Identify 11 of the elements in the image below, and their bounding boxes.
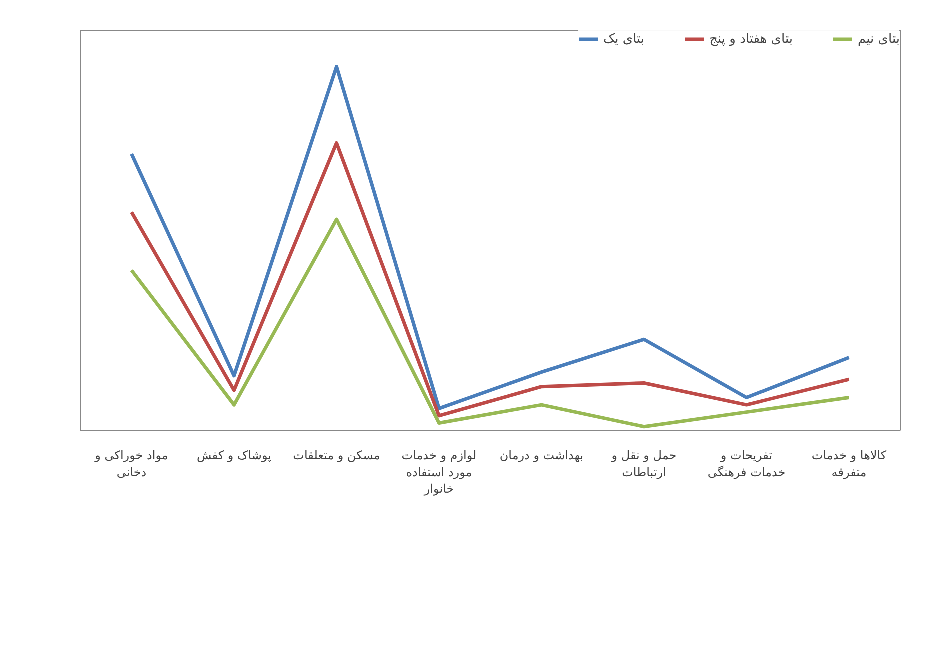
x-tick-label: مسکن و متعلقات <box>293 448 380 462</box>
legend-label: بتای هفتاد و پنج <box>710 30 793 48</box>
x-tick-label: حمل و نقل و ارتباطات <box>610 448 677 480</box>
x-tick-label: کالاها و خدمات متفرقه <box>812 448 887 480</box>
legend-label: بتای یک <box>604 30 645 48</box>
x-tick-label: پوشاک و کفش <box>197 448 272 462</box>
x-tick-label: مواد خوراکی و دخانی <box>94 448 168 480</box>
x-tick-label: تفریحات و خدمات فرهنگی <box>708 448 786 480</box>
x-tick-label: بهداشت و درمان <box>500 448 584 462</box>
x-tick-label: لوازم و خدمات مورد استفاده خانوار <box>402 448 477 496</box>
legend-label: بتای نیم <box>858 30 900 48</box>
